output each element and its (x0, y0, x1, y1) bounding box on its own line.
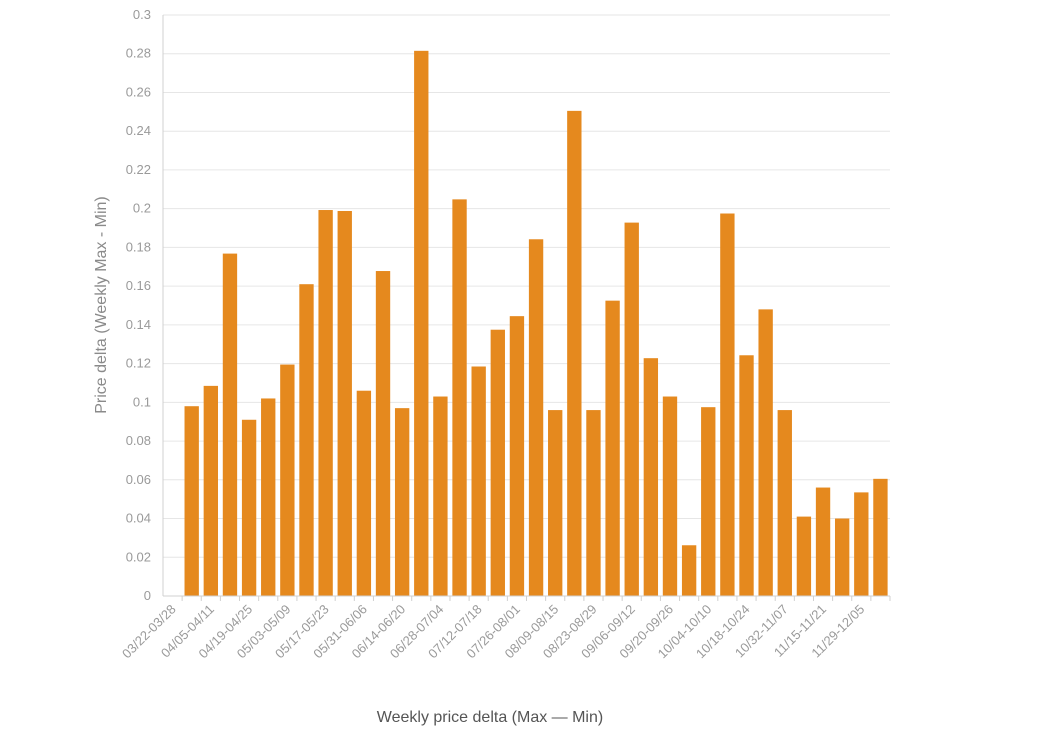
y-tick-label: 0.1 (133, 394, 151, 409)
y-tick-label: 0.14 (126, 317, 151, 332)
bar (854, 492, 869, 596)
bar (777, 410, 792, 596)
bar (356, 390, 372, 596)
bar (203, 385, 219, 596)
axes (162, 15, 891, 601)
bar (394, 408, 410, 596)
y-axis-title: Price delta (Weekly Max - Min) (93, 196, 110, 414)
y-tick-label: 0.28 (126, 46, 151, 61)
bars (184, 50, 888, 597)
bar (796, 516, 812, 596)
y-tick-labels: 0 0.02 0.04 0.06 0.08 0.1 0.12 0.14 0.16 0.18 0.2 0… (126, 7, 151, 603)
bar (184, 406, 199, 596)
bar (873, 478, 888, 596)
bar (758, 309, 773, 596)
bar (433, 396, 448, 596)
y-tick-label: 0.24 (126, 123, 151, 138)
bar (701, 407, 716, 596)
x-axis-title: Weekly price delta (Max — Min) (377, 709, 603, 726)
y-tick-label: 0 (144, 588, 151, 603)
bar (509, 316, 525, 596)
bar (834, 518, 850, 596)
bar (222, 253, 238, 596)
y-tick-label: 0.08 (126, 433, 151, 448)
bar (720, 213, 735, 596)
bar (681, 545, 697, 596)
y-tick-label: 0.02 (126, 549, 151, 564)
y-tick-label: 0.16 (126, 278, 151, 293)
y-tick-label: 0.18 (126, 239, 151, 254)
bar (662, 396, 678, 596)
bar (414, 50, 429, 597)
x-tick-labels: 03/22-03/2804/05-04/1104/19-04/2505/03-0… (119, 602, 867, 662)
y-tick-label: 0.06 (126, 472, 151, 487)
bar (815, 487, 831, 596)
bar (280, 364, 295, 596)
bar (624, 222, 639, 597)
bar (739, 355, 754, 596)
bar (471, 366, 486, 596)
bar (548, 410, 563, 596)
gridlines (163, 14, 890, 558)
bar (586, 410, 601, 596)
y-tick-label: 0.3 (133, 7, 151, 22)
bar (605, 300, 620, 596)
bar (643, 358, 659, 596)
y-tick-label: 0.22 (126, 162, 151, 177)
bar (375, 271, 391, 596)
bar (318, 210, 333, 596)
bar (299, 284, 314, 596)
y-tick-label: 0.12 (126, 356, 151, 371)
bar (337, 210, 352, 596)
y-tick-label: 0.04 (126, 511, 151, 526)
bar (452, 199, 467, 596)
bar (241, 419, 257, 596)
bar (567, 110, 582, 597)
y-tick-label: 0.26 (126, 84, 151, 99)
bar (261, 398, 276, 596)
bar (490, 329, 505, 596)
bar (528, 239, 544, 597)
y-tick-label: 0.2 (133, 201, 151, 216)
